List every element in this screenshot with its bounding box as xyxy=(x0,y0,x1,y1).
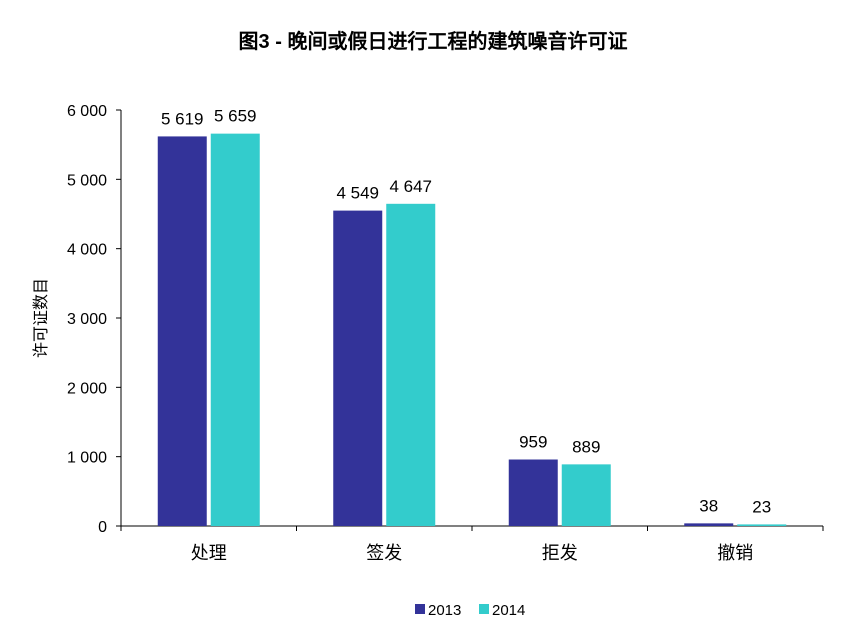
y-tick-label: 4 000 xyxy=(67,242,107,259)
data-label: 5 619 xyxy=(161,109,204,128)
data-label: 4 647 xyxy=(389,177,432,196)
x-tick-label: 撤销 xyxy=(717,543,753,563)
bar-2013 xyxy=(684,523,734,526)
legend-swatch-2013 xyxy=(415,604,425,614)
data-label: 23 xyxy=(752,497,771,516)
y-axis-label: 许可证数目 xyxy=(32,278,50,358)
chart-title: 图3 - 晚间或假日进行工程的建筑噪音许可证 xyxy=(239,29,628,53)
legend-label: 2013 xyxy=(428,602,461,619)
y-tick-label: 5 000 xyxy=(67,172,107,189)
bar-2014 xyxy=(561,464,611,526)
bar-2014 xyxy=(737,524,787,526)
y-tick-label: 1 000 xyxy=(67,450,107,467)
bar-2014 xyxy=(386,203,436,527)
bar-2013 xyxy=(333,210,383,526)
y-tick-label: 0 xyxy=(98,519,107,536)
y-tick-label: 3 000 xyxy=(67,311,107,328)
legend-swatch-2014 xyxy=(479,604,489,614)
y-tick-label: 2 000 xyxy=(67,380,107,397)
x-tick-label: 处理 xyxy=(191,543,227,563)
legend-label: 2014 xyxy=(492,602,525,619)
x-tick-label: 拒发 xyxy=(542,543,578,563)
data-label: 4 549 xyxy=(336,184,379,203)
data-label: 5 659 xyxy=(214,107,257,126)
x-tick-label: 签发 xyxy=(366,543,402,563)
data-label: 889 xyxy=(572,437,600,456)
y-tick-label: 6 000 xyxy=(67,103,107,120)
data-label: 959 xyxy=(519,433,547,452)
data-label: 38 xyxy=(699,496,718,515)
bar-2013 xyxy=(157,136,207,526)
bar-2013 xyxy=(508,459,558,526)
bar-2014 xyxy=(210,133,260,526)
